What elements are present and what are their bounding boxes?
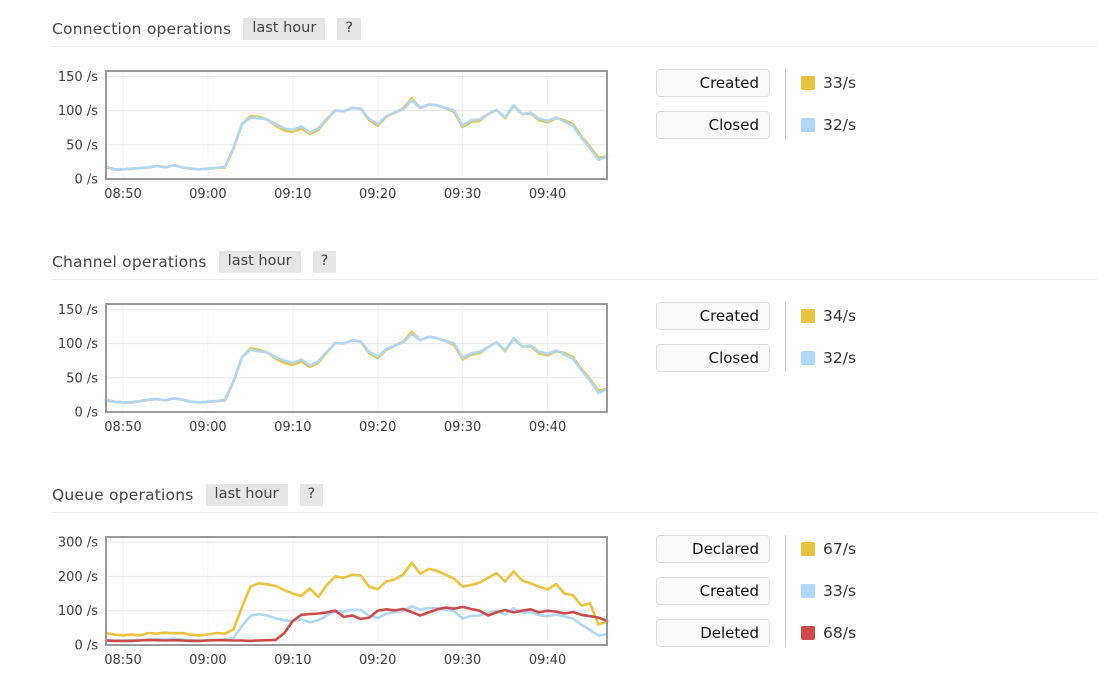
- legend-value-row: 32/s: [801, 344, 856, 372]
- svg-text:09:00: 09:00: [189, 187, 226, 202]
- created-rate-value: 33/s: [823, 581, 857, 600]
- section-header: Channel operations last hour ?: [52, 250, 1098, 280]
- svg-text:09:20: 09:20: [359, 653, 396, 668]
- svg-text:09:40: 09:40: [529, 187, 566, 202]
- legend-buttons: Created Closed: [656, 301, 770, 372]
- chart-legend: Created Closed 33/s 32/s: [656, 68, 856, 139]
- legend-values: 67/s 33/s 68/s: [785, 534, 856, 647]
- svg-text:08:50: 08:50: [104, 187, 141, 202]
- deleted-rate-value: 68/s: [823, 623, 857, 642]
- svg-text:08:50: 08:50: [104, 420, 141, 435]
- time-range-badge[interactable]: last hour: [218, 250, 301, 273]
- legend-value-row: 34/s: [801, 302, 856, 330]
- help-icon[interactable]: ?: [299, 483, 324, 506]
- help-icon[interactable]: ?: [312, 250, 337, 273]
- legend-button-declared[interactable]: Declared: [656, 534, 770, 563]
- legend-value-row: 67/s: [801, 535, 856, 563]
- svg-text:100 /s: 100 /s: [58, 604, 98, 619]
- svg-text:0 /s: 0 /s: [74, 638, 98, 653]
- channel-operations-chart: 0 /s 50 /s 100 /s 150 /s 08:50 09:00 09:10 09:2…: [58, 302, 609, 435]
- closed-series-swatch: [801, 117, 815, 132]
- help-icon[interactable]: ?: [337, 18, 362, 40]
- section-title: Channel operations: [52, 252, 207, 271]
- section-queue-operations: Queue operations last hour ? 0 /s 100 /s 2…: [52, 483, 1098, 669]
- legend-value-row: 32/s: [801, 111, 856, 139]
- legend-button-created[interactable]: Created: [656, 576, 770, 605]
- svg-text:09:40: 09:40: [529, 653, 566, 668]
- svg-text:0 /s: 0 /s: [74, 172, 98, 187]
- svg-text:09:00: 09:00: [189, 653, 226, 668]
- chart-legend: Created Closed 34/s 32/s: [656, 301, 856, 372]
- svg-text:09:30: 09:30: [444, 653, 481, 668]
- svg-text:09:30: 09:30: [444, 420, 481, 435]
- svg-text:09:40: 09:40: [529, 420, 566, 435]
- legend-value-row: 33/s: [801, 577, 856, 605]
- svg-text:09:20: 09:20: [359, 420, 396, 435]
- svg-text:100 /s: 100 /s: [58, 337, 98, 352]
- chart-legend: Declared Created Deleted 67/s 33/s: [656, 534, 856, 647]
- legend-buttons: Declared Created Deleted: [656, 534, 770, 647]
- metrics-page: Connection operations last hour ? 0 /s 50…: [52, 18, 1098, 669]
- created-series-swatch: [801, 308, 815, 323]
- deleted-series-swatch: [801, 625, 815, 640]
- declared-rate-value: 67/s: [823, 539, 857, 558]
- queue-operations-chart: 0 /s 100 /s 200 /s 300 /s 08:50 09:00 09:10 09:…: [58, 535, 609, 668]
- declared-series-swatch: [801, 541, 815, 556]
- legend-button-closed[interactable]: Closed: [656, 110, 770, 139]
- svg-text:50 /s: 50 /s: [66, 371, 98, 386]
- svg-text:300 /s: 300 /s: [58, 535, 98, 550]
- legend-button-created[interactable]: Created: [656, 301, 770, 330]
- chart-row: 0 /s 50 /s 100 /s 150 /s 08:50 09:00 09:10 09:2…: [52, 300, 1098, 436]
- created-rate-value: 34/s: [823, 306, 857, 325]
- svg-text:09:10: 09:10: [274, 187, 311, 202]
- legend-buttons: Created Closed: [656, 68, 770, 139]
- legend-button-created[interactable]: Created: [656, 68, 770, 97]
- svg-text:50 /s: 50 /s: [66, 138, 98, 153]
- section-title: Connection operations: [52, 19, 232, 38]
- created-series-swatch: [801, 75, 815, 90]
- created-rate-value: 33/s: [823, 73, 857, 92]
- closed-series-swatch: [801, 350, 815, 365]
- legend-value-row: 68/s: [801, 619, 856, 647]
- svg-text:150 /s: 150 /s: [58, 70, 98, 85]
- created-series-swatch: [801, 583, 815, 598]
- legend-values: 33/s 32/s: [785, 68, 856, 139]
- section-header: Queue operations last hour ?: [52, 483, 1098, 513]
- svg-text:09:20: 09:20: [359, 187, 396, 202]
- svg-text:0 /s: 0 /s: [74, 405, 98, 420]
- legend-button-closed[interactable]: Closed: [656, 343, 770, 372]
- svg-text:09:00: 09:00: [189, 420, 226, 435]
- chart-row: 0 /s 50 /s 100 /s 150 /s 08:50 09:00 09:10 09:2…: [52, 67, 1098, 203]
- svg-text:09:30: 09:30: [444, 187, 481, 202]
- svg-text:150 /s: 150 /s: [58, 303, 98, 318]
- legend-button-deleted[interactable]: Deleted: [656, 618, 770, 647]
- legend-values: 34/s 32/s: [785, 301, 856, 372]
- closed-rate-value: 32/s: [823, 348, 857, 367]
- section-title: Queue operations: [52, 485, 194, 504]
- section-header: Connection operations last hour ?: [52, 18, 1098, 47]
- time-range-badge[interactable]: last hour: [205, 483, 288, 506]
- svg-text:08:50: 08:50: [104, 653, 141, 668]
- svg-text:09:10: 09:10: [274, 420, 311, 435]
- closed-rate-value: 32/s: [823, 115, 857, 134]
- svg-text:09:10: 09:10: [274, 653, 311, 668]
- time-range-badge[interactable]: last hour: [243, 18, 326, 40]
- svg-text:200 /s: 200 /s: [58, 570, 98, 585]
- section-channel-operations: Channel operations last hour ? 0 /s 50 /s…: [52, 250, 1098, 436]
- section-connection-operations: Connection operations last hour ? 0 /s 50…: [52, 18, 1098, 203]
- chart-row: 0 /s 100 /s 200 /s 300 /s 08:50 09:00 09:10 09:…: [52, 533, 1098, 669]
- legend-value-row: 33/s: [801, 69, 856, 97]
- connection-operations-chart: 0 /s 50 /s 100 /s 150 /s 08:50 09:00 09:10 09:2…: [58, 69, 609, 202]
- svg-text:100 /s: 100 /s: [58, 104, 98, 119]
